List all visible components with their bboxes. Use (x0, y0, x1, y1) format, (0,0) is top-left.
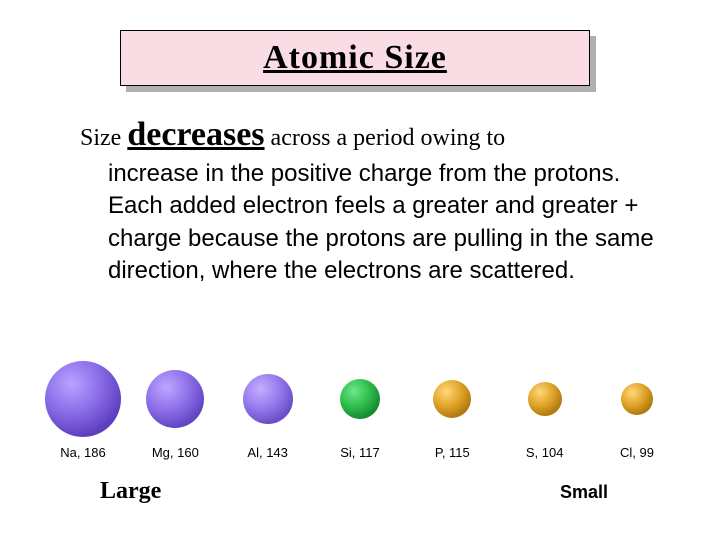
atom-sphere-na (45, 359, 121, 439)
atom-mg: Mg, 160 (132, 359, 218, 460)
body-tail: across a period owing to (265, 125, 506, 151)
atom-al: Al, 143 (225, 359, 311, 460)
atom-sphere-cl (621, 359, 653, 439)
atom-si: Si, 117 (317, 359, 403, 460)
body-paragraph-text: increase in the positive charge from the… (80, 158, 660, 288)
large-label: Large (100, 478, 161, 505)
atom-cl: Cl, 99 (594, 359, 680, 460)
body-lead: Size (80, 125, 127, 151)
atoms-row: Na, 186 Mg, 160 Al, 143 Si, 117 P, 115 S, 104… (40, 340, 680, 460)
body-emphasis: decreases (127, 116, 264, 153)
atom-label-si: Si, 117 (340, 445, 380, 460)
atom-label-p: P, 115 (435, 445, 470, 460)
atom-sphere-si (340, 359, 380, 439)
atom-s: S, 104 (502, 359, 588, 460)
title-container: Atomic Size (120, 30, 590, 86)
atom-label-mg: Mg, 160 (152, 445, 199, 460)
atom-label-al: Al, 143 (247, 445, 287, 460)
atom-label-s: S, 104 (526, 445, 564, 460)
atom-na: Na, 186 (40, 359, 126, 460)
body-paragraph: Size decreases across a period owing to … (80, 112, 660, 287)
atom-sphere-al (243, 359, 293, 439)
atom-sphere-s (528, 359, 562, 439)
atom-sphere-mg (146, 359, 204, 439)
title-text: Atomic Size (263, 39, 447, 77)
atom-sphere-p (433, 359, 471, 439)
atom-label-cl: Cl, 99 (620, 445, 654, 460)
atom-p: P, 115 (409, 359, 495, 460)
small-label: Small (560, 482, 608, 503)
title-box: Atomic Size (120, 30, 590, 86)
atom-label-na: Na, 186 (60, 445, 106, 460)
